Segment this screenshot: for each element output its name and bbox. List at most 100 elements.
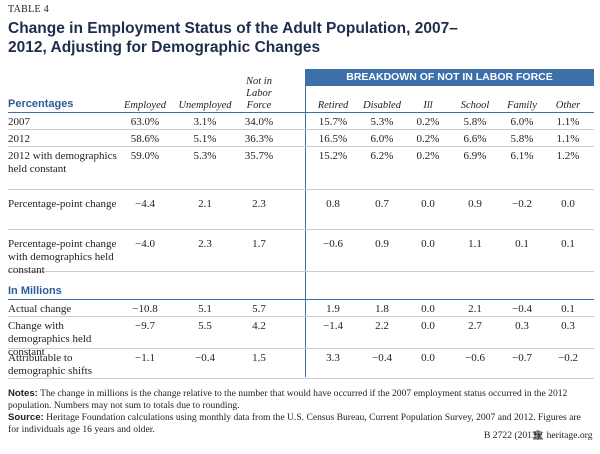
cell: 1.8 (375, 303, 389, 315)
row-label: Attributable to demographic shifts (8, 352, 93, 377)
cell: 16.5% (318, 133, 348, 145)
note-text: The change in millions is the change rel… (8, 388, 568, 411)
cell: 2.1 (468, 303, 482, 315)
row-label: 2007 (8, 116, 30, 128)
cell: 0.3 (515, 320, 529, 332)
cell: 0.0 (421, 352, 435, 364)
cell: 2.3 (198, 238, 212, 250)
table-label: TABLE 4 (8, 4, 50, 15)
cell: −4.0 (135, 238, 155, 250)
cell: 5.3% (193, 150, 217, 162)
report-code: B 2722 (2013) (484, 430, 540, 441)
table-row: Percentage-point change −4.4 2.1 2.3 0.8 0.7 0… (8, 190, 594, 230)
cell: 1.1 (468, 238, 482, 250)
column-header: Ill (423, 100, 433, 111)
cell: 2.7 (468, 320, 482, 332)
cell: 5.5 (198, 320, 212, 332)
cell: 4.2 (252, 320, 266, 332)
note: Notes: The change in millions is the cha… (8, 388, 593, 412)
cell: 0.1 (561, 238, 575, 250)
cell: −1.4 (323, 320, 343, 332)
cell: 6.0% (510, 116, 534, 128)
note-text: Heritage Foundation calculations using m… (8, 412, 581, 435)
column-header: Family (507, 100, 537, 111)
cell: 1.2% (556, 150, 580, 162)
section-heading: Percentages (8, 98, 594, 113)
cell: 5.7 (252, 303, 266, 315)
cell: 6.0% (370, 133, 394, 145)
cell: 1.1% (556, 116, 580, 128)
cell: −4.4 (135, 198, 155, 210)
cell: 0.0 (421, 320, 435, 332)
cell: 5.1 (198, 303, 212, 315)
column-header: School (460, 100, 490, 111)
note: Source: Heritage Foundation calculations… (8, 412, 593, 436)
cell: 0.2% (416, 116, 440, 128)
notes: Notes: The change in millions is the cha… (8, 388, 593, 436)
cell: 5.3% (370, 116, 394, 128)
note-label: Source: (8, 412, 44, 423)
table-row: Attributable to demographic shifts −1.1 −0… (8, 349, 594, 379)
cell: −0.7 (512, 352, 532, 364)
cell: −1.1 (135, 352, 155, 364)
cell: 1.5 (252, 352, 266, 364)
row-label: Percentage-point change (8, 198, 117, 210)
cell: −10.8 (132, 303, 158, 315)
column-header: Retired (317, 100, 349, 111)
cell: 0.0 (561, 198, 575, 210)
cell: 15.2% (318, 150, 348, 162)
cell: 3.3 (326, 352, 340, 364)
section-heading: In Millions (8, 285, 594, 300)
column-header: Employed (124, 100, 166, 111)
table-row: 2012 with demographics held constant 59.0… (8, 147, 594, 190)
column-header: Disabled (363, 100, 401, 111)
row-label: 2012 (8, 133, 30, 145)
cell: 0.9 (468, 198, 482, 210)
cell: 36.3% (244, 133, 274, 145)
table-row: Change with demographics held constant −9… (8, 317, 594, 358)
site-name: heritage.org (546, 430, 593, 441)
column-header: Unemployed (178, 100, 232, 111)
cell: 0.2% (416, 150, 440, 162)
cell: 0.1 (561, 303, 575, 315)
cell: 0.3 (561, 320, 575, 332)
cell: 6.1% (510, 150, 534, 162)
table-row: 2012 58.6% 5.1% 36.3% 16.5% 6.0% 0.2% 6.6% 5.8% 1… (8, 130, 594, 147)
row-label: 2012 with demographics held constant (8, 150, 117, 175)
column-header: Other (555, 100, 581, 111)
cell: 3.1% (193, 116, 217, 128)
cell: 15.7% (318, 116, 348, 128)
note-label: Notes: (8, 388, 38, 399)
cell: 5.8% (463, 116, 487, 128)
cell: 2.2 (375, 320, 389, 332)
cell: 59.0% (130, 150, 160, 162)
cell: 58.6% (130, 133, 160, 145)
cell: 0.0 (421, 238, 435, 250)
cell: −0.4 (512, 303, 532, 315)
cell: 2.1 (198, 198, 212, 210)
cell: 6.2% (370, 150, 394, 162)
cell: 35.7% (244, 150, 274, 162)
cell: 0.2% (416, 133, 440, 145)
cell: 1.9 (326, 303, 340, 315)
table-row: Actual change −10.8 5.1 5.7 1.9 1.8 0.0 2.1 −0.4… (8, 300, 594, 317)
table-row: 2007 63.0% 3.1% 34.0% 15.7% 5.3% 0.2% 5.8% 6.0% 1… (8, 113, 594, 130)
divider (305, 69, 306, 377)
cell: −9.7 (135, 320, 155, 332)
row-label: Percentage-point change with demographic… (8, 238, 117, 276)
cell: 1.1% (556, 133, 580, 145)
cell: 6.9% (463, 150, 487, 162)
column-header: Not in Labor Force (246, 76, 272, 111)
cell: −0.6 (465, 352, 485, 364)
group-header: BREAKDOWN OF NOT IN LABOR FORCE (305, 69, 594, 86)
cell: 34.0% (244, 116, 274, 128)
cell: −0.4 (195, 352, 215, 364)
cell: 5.8% (510, 133, 534, 145)
cell: 0.7 (375, 198, 389, 210)
cell: 1.7 (252, 238, 266, 250)
cell: 0.0 (421, 198, 435, 210)
cell: 63.0% (130, 116, 160, 128)
table-row: Percentage-point change with demographic… (8, 230, 594, 276)
cell: −0.2 (512, 198, 532, 210)
